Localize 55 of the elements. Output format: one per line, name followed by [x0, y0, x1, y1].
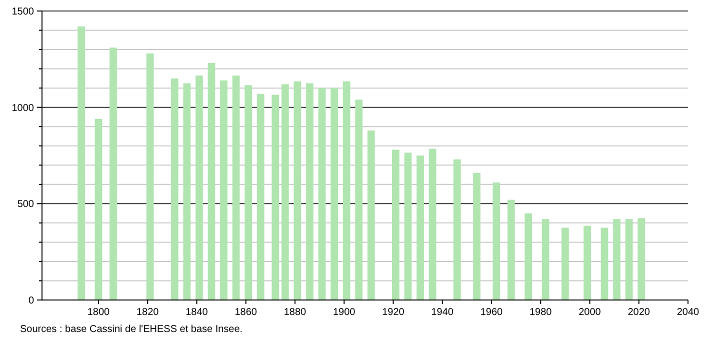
x-tick-label: 1920	[382, 307, 405, 318]
bar	[625, 219, 633, 300]
source-note: Sources : base Cassini de l'EHESS et base Insee.	[20, 324, 243, 335]
x-tick-label: 1800	[87, 307, 110, 318]
bar	[196, 76, 203, 300]
x-tick-label: 2000	[578, 307, 602, 318]
x-tick-label: 1880	[284, 307, 307, 318]
bar	[146, 53, 154, 300]
bar	[492, 182, 500, 300]
bar	[613, 219, 620, 300]
bar	[94, 118, 102, 300]
y-tick-label: 500	[17, 199, 34, 210]
bar	[453, 159, 461, 300]
bar	[306, 83, 314, 300]
bar	[170, 78, 178, 300]
x-tick-label: 1940	[431, 307, 454, 318]
bar	[524, 213, 532, 300]
x-tick-label: 1980	[530, 307, 552, 318]
bar	[404, 152, 412, 300]
bar	[110, 48, 117, 300]
bar	[342, 81, 350, 300]
bar	[638, 218, 646, 300]
x-tick-label: 1860	[234, 307, 258, 318]
bar	[600, 228, 608, 300]
bar	[208, 63, 216, 300]
bar	[272, 94, 280, 300]
bar	[78, 26, 85, 300]
bar	[220, 80, 228, 300]
x-tick-label: 1820	[136, 307, 160, 318]
bar	[507, 200, 515, 300]
y-tick-label: 1500	[12, 6, 34, 18]
x-tick-label: 1960	[480, 307, 504, 318]
x-tick-label: 2020	[628, 307, 650, 318]
bar	[584, 226, 591, 300]
bar	[232, 76, 240, 300]
bar	[542, 219, 550, 300]
bar	[562, 228, 569, 300]
bar	[244, 85, 252, 300]
bar	[183, 83, 191, 300]
bar	[330, 88, 338, 300]
bar	[428, 148, 436, 300]
bar	[473, 172, 480, 300]
bar	[318, 88, 326, 300]
bar	[416, 156, 424, 300]
x-tick-label: 2040	[676, 307, 700, 318]
x-tick-label: 1840	[186, 307, 208, 318]
y-tick-label: 0	[28, 296, 34, 306]
bar	[256, 94, 264, 300]
bar	[367, 130, 375, 300]
bar	[281, 84, 289, 300]
bar	[355, 100, 363, 300]
bar	[392, 150, 400, 300]
x-tick-label: 1900	[332, 307, 356, 318]
y-tick-label: 1000	[12, 102, 34, 114]
bar	[294, 81, 302, 300]
